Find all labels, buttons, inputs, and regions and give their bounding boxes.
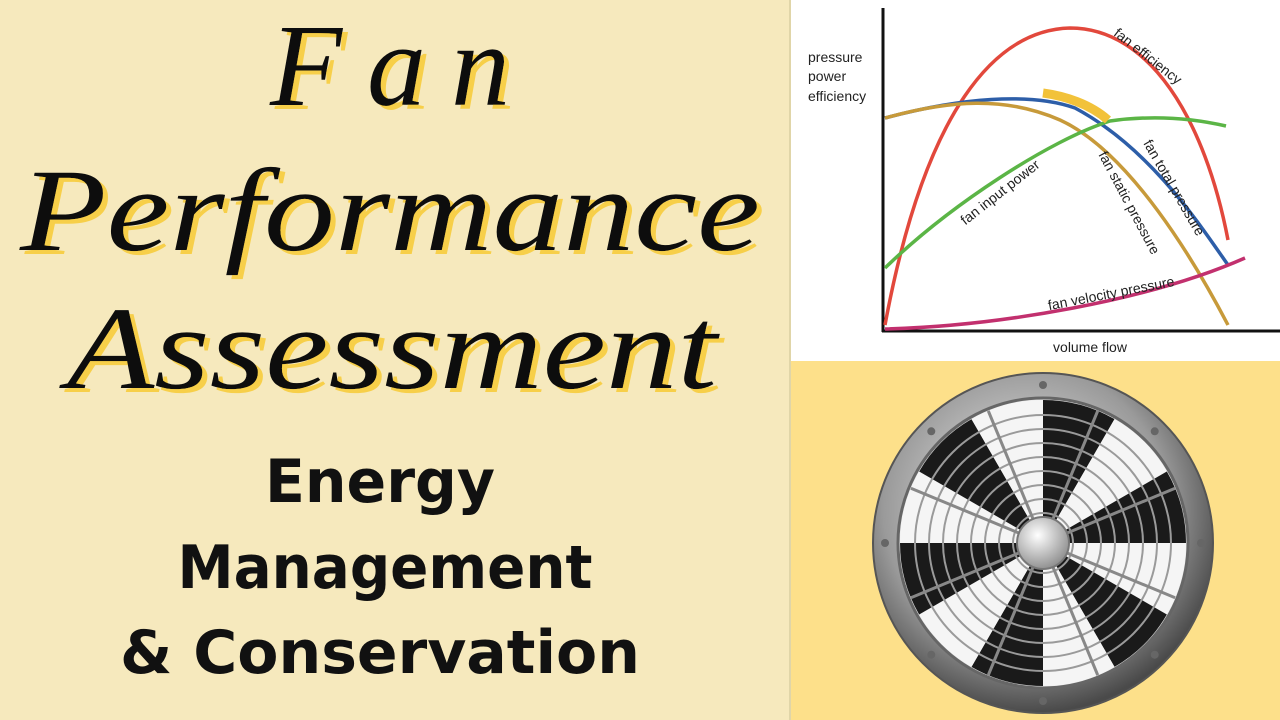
fan-illustration (872, 372, 1214, 714)
divider (789, 0, 791, 720)
fan-bolt (927, 427, 936, 436)
velocity-pressure-curve (884, 256, 1246, 331)
fan-grill-ring (998, 498, 1088, 588)
subtitle-line: & Conservation (120, 618, 640, 688)
x-axis-label: volume flow (1053, 339, 1128, 355)
fan-bolt (1197, 539, 1205, 547)
efficiency-curve (883, 26, 1230, 326)
diagram-panel (791, 0, 1280, 359)
fan-grill-ring (984, 484, 1102, 602)
static-pressure-curve (884, 101, 1230, 326)
fan-blade (900, 543, 1043, 615)
fan-bolt (1150, 650, 1159, 659)
subtitle-line: Energy (265, 447, 495, 517)
fan-blade (1043, 543, 1186, 615)
fan-blade (900, 471, 1043, 543)
fan-grill-ring (928, 428, 1158, 658)
fan-grill-ring (914, 414, 1172, 672)
fan-blade (1043, 543, 1115, 686)
subtitle-line: Management (178, 533, 593, 603)
fan-bolt (881, 539, 889, 547)
fan-bolt (1039, 697, 1047, 705)
operating-zone (1042, 88, 1111, 124)
fan-blade (1043, 471, 1186, 543)
title-line: Assessment (59, 283, 721, 414)
input-power-curve (883, 116, 1227, 270)
title-line: Fan (269, 0, 510, 131)
fan-grill-ring (942, 442, 1144, 644)
fan-hub (1016, 516, 1070, 570)
fan-grill-ring (956, 456, 1130, 630)
fan-blade (971, 543, 1043, 686)
fan-bolt (1150, 427, 1159, 436)
fan-bolt (1039, 381, 1047, 389)
fan-blade (1043, 400, 1115, 543)
fan-bolt (927, 650, 936, 659)
left-panel (0, 0, 789, 720)
fan-grill-ring (1012, 512, 1074, 574)
y-axis-label: efficiency (808, 88, 866, 104)
y-axis-label: pressure (808, 49, 863, 65)
y-axis-label: power (808, 68, 846, 84)
fan-blade (971, 400, 1043, 543)
fan-grill-ring (970, 470, 1116, 616)
title-line: Performance (19, 145, 760, 276)
